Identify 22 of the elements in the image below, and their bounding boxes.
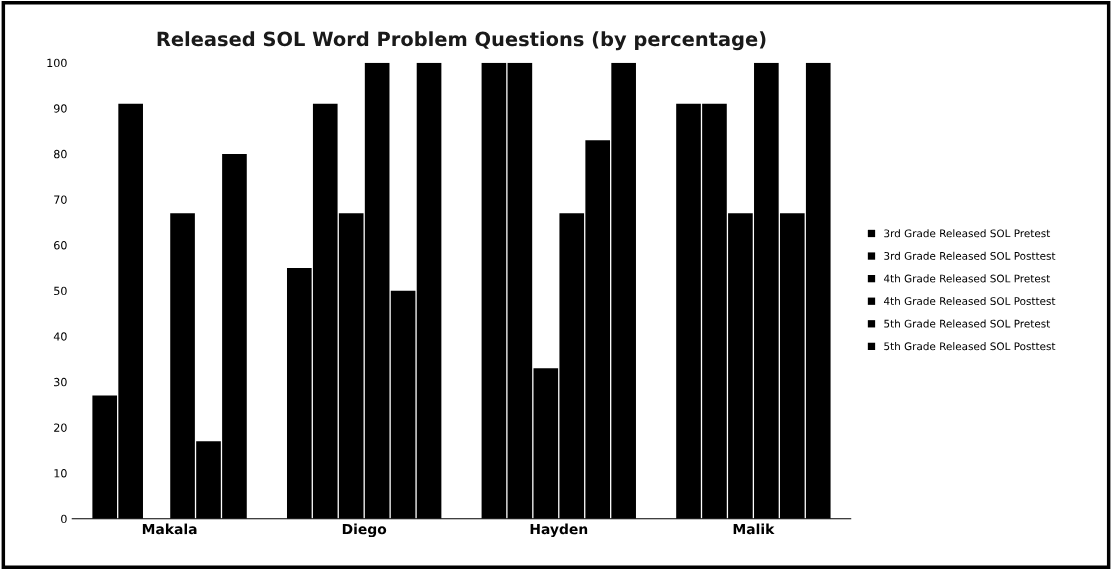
y-tick-label: 100 (47, 58, 67, 68)
y-tick-label: 40 (53, 332, 67, 341)
x-tick-label: Diego (342, 523, 387, 538)
legend-label: 3rd Grade Released SOL Pretest (884, 229, 1051, 238)
legend-label: 5th Grade Released SOL Posttest (884, 342, 1056, 351)
y-tick-label: 30 (54, 377, 67, 387)
y-tick-label: 70 (54, 195, 67, 204)
y-tick-label: 20 (54, 423, 67, 432)
y-tick-label: 10 (54, 469, 67, 478)
x-tick-label: Hayden (530, 523, 588, 538)
y-tick-label: 90 (53, 104, 67, 113)
x-tick-label: Makala (142, 523, 197, 535)
x-tick-label: Malik (733, 523, 775, 535)
legend-label: 5th Grade Released SOL Pretest (884, 319, 1051, 328)
chart-title: Released SOL Word Problem Questions (by percentage) (157, 31, 766, 51)
legend-label: 3rd Grade Released SOL Posttest (884, 251, 1056, 260)
y-tick-label: 80 (54, 149, 67, 159)
legend-label: 4th Grade Released SOL Posttest (883, 296, 1056, 306)
y-tick-label: 50 (54, 286, 67, 296)
y-tick-label: 60 (54, 241, 67, 250)
y-tick-label: 0 (61, 514, 67, 524)
legend-label: 4th Grade Released SOL Pretest (883, 274, 1051, 283)
